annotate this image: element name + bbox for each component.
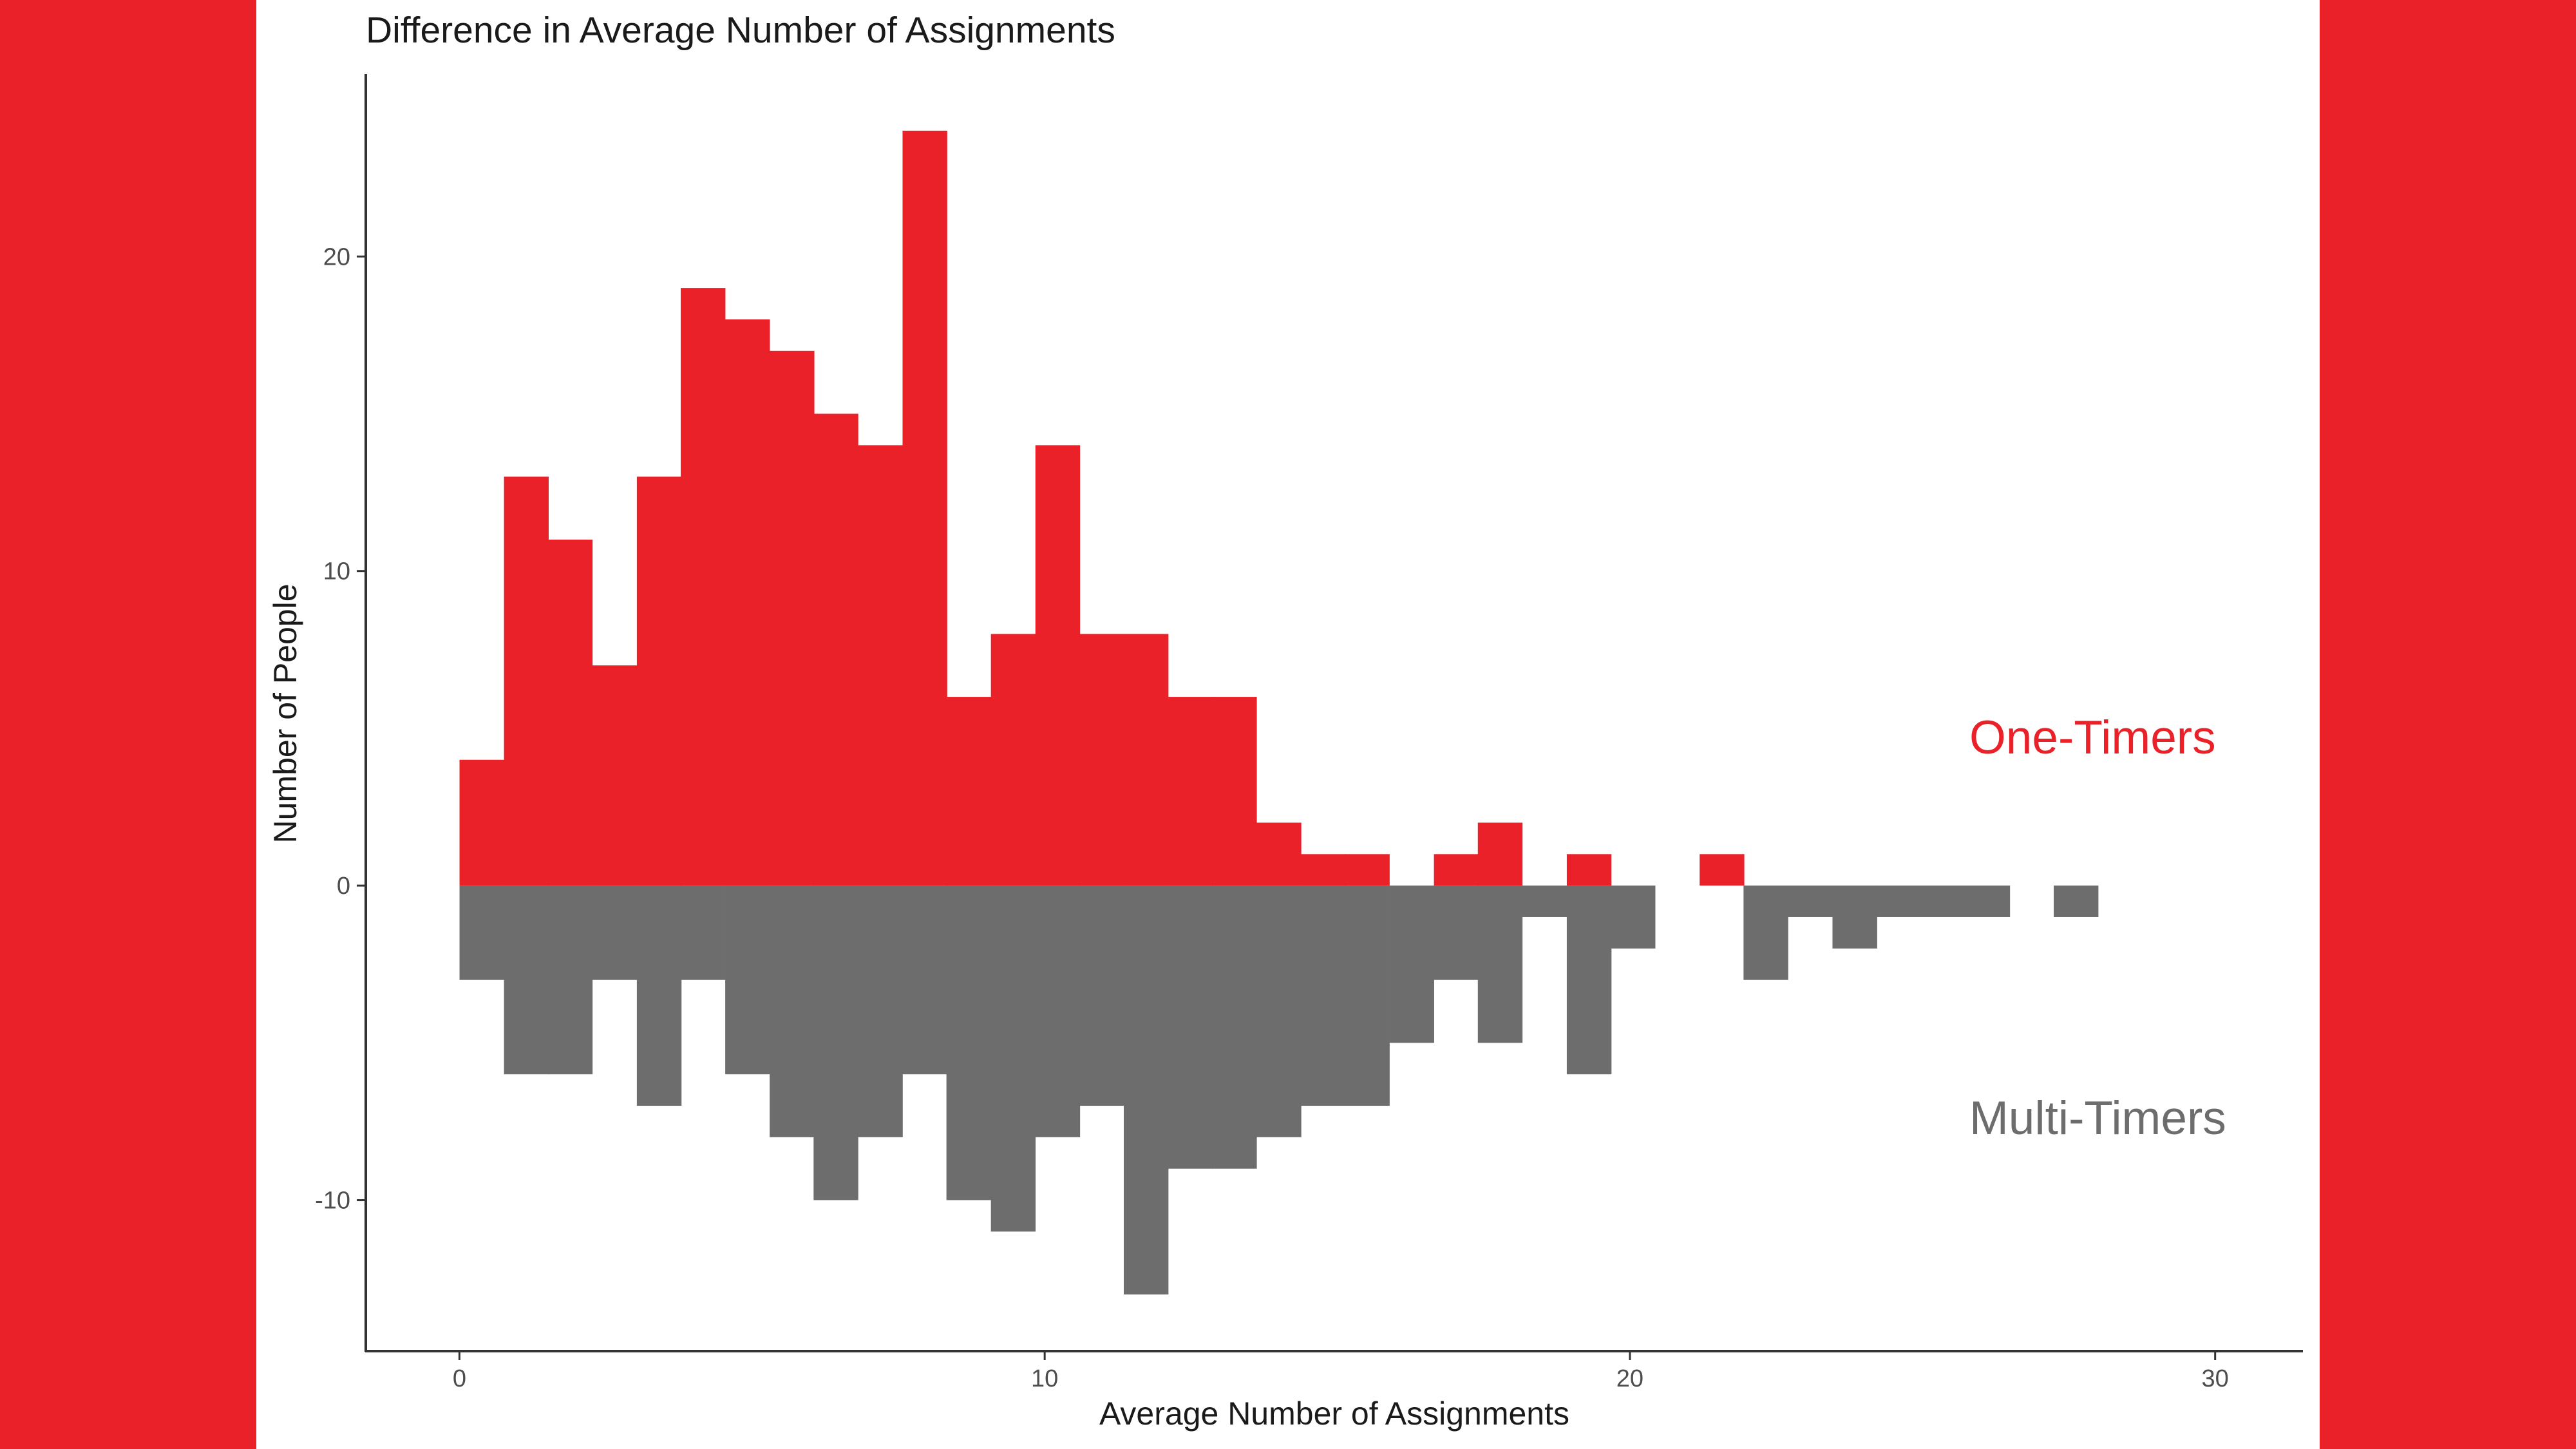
multi-timers-bar-21 bbox=[1389, 886, 1434, 1043]
multi-timers-bar-25 bbox=[1566, 886, 1612, 1075]
one-timers-bar-19 bbox=[1301, 854, 1346, 886]
multi-timers-bar-24 bbox=[1522, 886, 1567, 917]
axes-group bbox=[365, 74, 2303, 1352]
one-timers-bar-6 bbox=[725, 319, 770, 886]
one-timers-bar-24 bbox=[1700, 854, 1745, 886]
chart-title: Difference in Average Number of Assignme… bbox=[366, 10, 1115, 51]
multi-timers-bar-5 bbox=[681, 886, 726, 980]
multi-timers-bar-10 bbox=[902, 886, 947, 1075]
x-tick-label-0: 0 bbox=[453, 1365, 466, 1392]
multi-timers-bar-11 bbox=[946, 886, 992, 1200]
one-timers-bar-12 bbox=[990, 634, 1036, 886]
multi-timers-bar-2 bbox=[547, 886, 593, 1075]
bars-group bbox=[459, 130, 2099, 1295]
x-tick-label-2: 20 bbox=[1616, 1365, 1643, 1392]
one-timers-bar-13 bbox=[1035, 445, 1081, 886]
multi-timers-bar-20 bbox=[1345, 886, 1390, 1106]
x-tick-label-1: 10 bbox=[1031, 1365, 1058, 1392]
y-tick-label-2: 10 bbox=[323, 558, 350, 585]
multi-timers-bar-14 bbox=[1079, 886, 1124, 1106]
one-timers-bar-3 bbox=[592, 665, 638, 886]
one-timers-bar-10 bbox=[902, 130, 947, 886]
y-axis-title: Number of People bbox=[267, 583, 303, 843]
x-tick-label-3: 30 bbox=[2202, 1365, 2229, 1392]
multi-timers-bar-18 bbox=[1256, 886, 1302, 1137]
multi-timers-bar-6 bbox=[725, 886, 770, 1075]
one-timers-bar-14 bbox=[1079, 634, 1124, 886]
one-timers-bar-18 bbox=[1256, 822, 1302, 886]
multi-timers-bar-23 bbox=[1477, 886, 1523, 1043]
multi-timers-bar-17 bbox=[1212, 886, 1257, 1169]
right-red-bar bbox=[2320, 0, 2576, 1449]
multi-timers-bar-7 bbox=[770, 886, 815, 1137]
one-timers-bar-23 bbox=[1566, 854, 1612, 886]
y-tick-label-0: -10 bbox=[315, 1188, 350, 1215]
series-labels: One-Timers Multi-Timers bbox=[1969, 712, 2226, 1144]
one-timers-bar-4 bbox=[636, 477, 682, 886]
multi-timers-bar-30 bbox=[1876, 886, 1922, 917]
multi-timers-label: Multi-Timers bbox=[1969, 1092, 2226, 1144]
multi-timers-bar-15 bbox=[1123, 886, 1169, 1295]
multi-timers-bar-29 bbox=[1832, 886, 1877, 949]
one-timers-bar-8 bbox=[813, 413, 858, 886]
one-timers-bar-5 bbox=[681, 288, 726, 886]
one-timers-bar-11 bbox=[946, 697, 992, 886]
one-timers-bar-17 bbox=[1212, 697, 1257, 886]
ticks-group: 0 10 20 30 -10 0 10 20 bbox=[315, 243, 2229, 1392]
one-timers-bar-1 bbox=[504, 477, 549, 886]
multi-timers-bar-9 bbox=[858, 886, 903, 1137]
multi-timers-bar-26 bbox=[1611, 886, 1656, 949]
multi-timers-bar-16 bbox=[1168, 886, 1213, 1169]
y-tick-label-3: 20 bbox=[323, 243, 350, 270]
multi-timers-bar-1 bbox=[504, 886, 549, 1075]
multi-timers-bar-0 bbox=[459, 886, 504, 980]
x-axis-title: Average Number of Assignments bbox=[1099, 1396, 1569, 1432]
multi-timers-bar-31 bbox=[1920, 886, 1966, 917]
one-timers-bar-9 bbox=[858, 445, 903, 886]
one-timers-bar-2 bbox=[547, 539, 593, 886]
one-timers-bar-20 bbox=[1345, 854, 1390, 886]
one-timers-bar-21 bbox=[1434, 854, 1479, 886]
multi-timers-bar-13 bbox=[1035, 886, 1081, 1137]
multi-timers-bar-32 bbox=[1965, 886, 2011, 917]
multi-timers-bar-12 bbox=[990, 886, 1036, 1232]
multi-timers-bar-28 bbox=[1788, 886, 1833, 917]
one-timers-bar-0 bbox=[459, 759, 504, 886]
multi-timers-bar-3 bbox=[592, 886, 638, 980]
multi-timers-bar-22 bbox=[1434, 886, 1479, 980]
one-timers-bar-16 bbox=[1168, 697, 1213, 886]
multi-timers-bar-8 bbox=[813, 886, 858, 1200]
one-timers-bar-7 bbox=[770, 350, 815, 886]
y-tick-label-1: 0 bbox=[337, 873, 350, 900]
multi-timers-bar-33 bbox=[2054, 886, 2099, 917]
one-timers-label: One-Timers bbox=[1969, 712, 2216, 764]
multi-timers-bar-27 bbox=[1743, 886, 1788, 980]
left-red-bar bbox=[0, 0, 256, 1449]
one-timers-bar-22 bbox=[1477, 822, 1523, 886]
multi-timers-bar-4 bbox=[636, 886, 682, 1106]
one-timers-bar-15 bbox=[1123, 634, 1169, 886]
multi-timers-bar-19 bbox=[1301, 886, 1346, 1106]
